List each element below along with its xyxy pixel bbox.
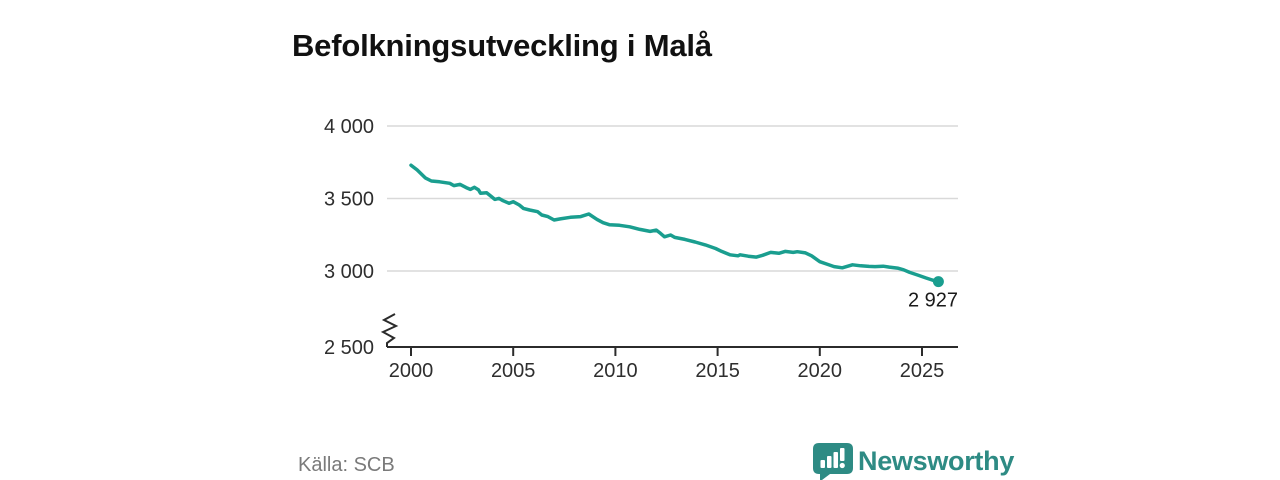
x-axis-tick-labels: 2000 2005 2010 2015 2020 2025 — [389, 360, 945, 382]
brand-wordmark: Newsworthy — [858, 446, 1015, 476]
x-axis-tick-label: 2005 — [491, 360, 536, 382]
chart-title: Befolkningsutveckling i Malå — [292, 27, 712, 63]
y-axis-tick-label: 4 000 — [324, 116, 374, 138]
gridlines — [387, 125, 958, 272]
source-attribution: Källa: SCB — [298, 454, 395, 476]
x-axis-ticks — [410, 347, 923, 356]
y-axis-tick-label: 2 500 — [324, 337, 374, 359]
population-line — [409, 163, 941, 284]
x-axis-tick-label: 2010 — [593, 360, 638, 382]
latest-value-label: 2 927 — [908, 290, 958, 312]
logo-barchart-glyph — [820, 448, 845, 469]
logo-bubble-shape — [813, 443, 853, 480]
newsworthy-logo-icon — [813, 443, 853, 480]
x-axis-tick-label: 2000 — [389, 360, 434, 382]
y-axis-tick-label: 3 000 — [324, 261, 374, 283]
y-axis-tick-labels: 4 000 3 500 3 000 2 500 — [324, 116, 374, 359]
latest-value-dot — [932, 276, 944, 288]
x-axis — [380, 313, 958, 348]
y-axis-tick-label: 3 500 — [324, 189, 374, 211]
x-axis-tick-label: 2015 — [695, 360, 740, 382]
x-axis-tick-label: 2025 — [900, 360, 945, 382]
x-axis-tick-label: 2020 — [798, 360, 843, 382]
axis-break-icon — [380, 313, 399, 347]
